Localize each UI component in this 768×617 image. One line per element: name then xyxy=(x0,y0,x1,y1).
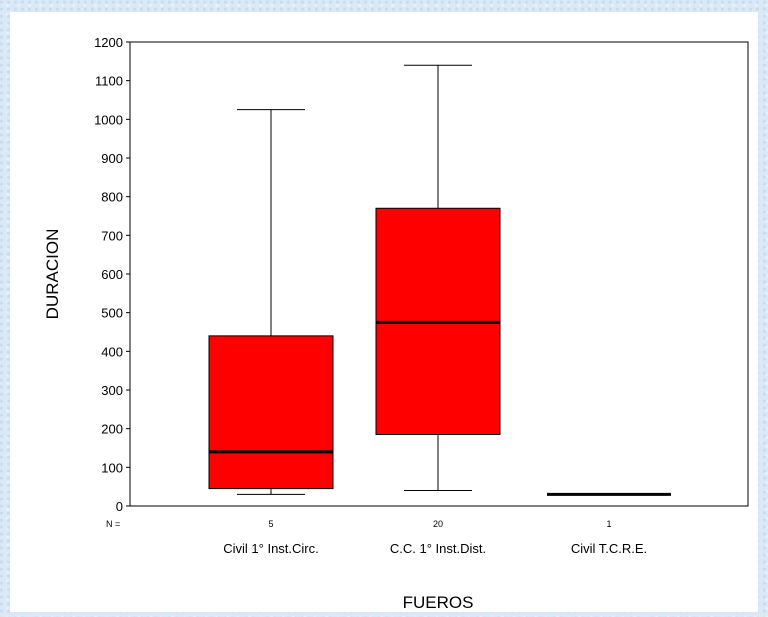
box-group xyxy=(375,64,501,492)
y-tick-label: 200 xyxy=(101,422,123,437)
y-tick-label: 500 xyxy=(101,306,123,321)
n-count-label: 20 xyxy=(433,519,443,529)
y-axis-title: DURACION xyxy=(43,229,62,320)
y-tick-label: 0 xyxy=(116,499,123,514)
category-label: C.C. 1° Inst.Dist. xyxy=(390,541,486,556)
box-iqr xyxy=(208,335,334,490)
n-count-label: 5 xyxy=(268,519,273,529)
category-label: Civil T.C.R.E. xyxy=(571,541,647,556)
boxplot-chart: 0 100 200 300 400 500 600 700 800 900 1000 1100 1200… xyxy=(43,35,749,612)
y-tick-label: 900 xyxy=(101,151,123,166)
y-tick-label: 100 xyxy=(101,460,123,475)
x-axis-title: FUEROS xyxy=(403,593,474,612)
y-tick-label: 1200 xyxy=(94,35,123,50)
y-tick-label: 1100 xyxy=(95,74,123,89)
y-tick-label: 600 xyxy=(101,267,123,282)
y-tick-label: 700 xyxy=(101,228,123,243)
category-label: Civil 1° Inst.Circ. xyxy=(223,541,319,556)
y-tick-label: 800 xyxy=(101,190,123,205)
y-tick-label: 400 xyxy=(101,344,123,359)
n-prefix-label: N = xyxy=(106,519,120,529)
n-count-label: 1 xyxy=(606,519,611,529)
y-tick-label: 300 xyxy=(101,383,123,398)
box-group xyxy=(208,109,334,495)
chart-panel: 0 100 200 300 400 500 600 700 800 900 1000 1100 1200… xyxy=(10,12,758,612)
y-tick-label: 1000 xyxy=(94,112,123,127)
